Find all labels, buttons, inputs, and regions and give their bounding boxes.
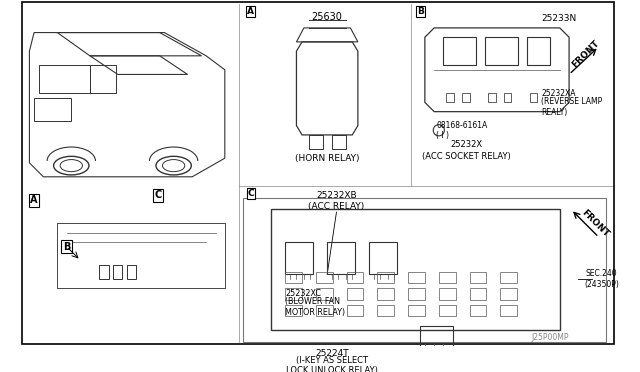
Bar (470, 305, 486, 316)
Bar (316, 272, 333, 283)
Text: C: C (248, 189, 254, 198)
Bar (420, 326, 452, 349)
Bar (500, 305, 517, 316)
Bar (439, 272, 456, 283)
Bar (285, 305, 302, 316)
Text: 08168-6161A
( I ): 08168-6161A ( I ) (436, 121, 487, 140)
Text: (HORN RELAY): (HORN RELAY) (295, 154, 360, 163)
Bar (316, 288, 333, 299)
Text: 25233N: 25233N (541, 14, 577, 23)
Text: FRONT: FRONT (570, 39, 601, 70)
Text: (BLOWER FAN
MOTOR RELAY): (BLOWER FAN MOTOR RELAY) (285, 297, 346, 317)
Text: B: B (63, 241, 70, 251)
Text: A: A (248, 7, 254, 16)
Text: J25P00MP: J25P00MP (532, 333, 569, 342)
Text: 25232XA: 25232XA (541, 89, 575, 97)
Bar (470, 272, 486, 283)
Bar (285, 272, 302, 283)
Bar (271, 209, 560, 330)
Bar (285, 242, 313, 275)
Text: (ACC SOCKET RELAY): (ACC SOCKET RELAY) (422, 152, 511, 161)
Text: A: A (30, 195, 38, 205)
Bar (444, 37, 476, 65)
Text: 25630: 25630 (312, 12, 342, 22)
Text: (I-KEY AS SELECT
LOCK UNLOCK RELAY): (I-KEY AS SELECT LOCK UNLOCK RELAY) (286, 356, 378, 372)
Bar (99, 265, 109, 279)
Text: 25224T: 25224T (315, 349, 349, 358)
Text: SEC.240
(24350P): SEC.240 (24350P) (584, 269, 619, 289)
Bar (378, 272, 394, 283)
Bar (332, 135, 346, 149)
Bar (408, 288, 425, 299)
Bar (500, 272, 517, 283)
Bar (439, 305, 456, 316)
Bar (378, 288, 394, 299)
Bar (488, 93, 495, 102)
Bar (285, 288, 302, 299)
Bar (485, 37, 518, 65)
Text: 25232XB: 25232XB (316, 191, 356, 200)
Bar (347, 288, 364, 299)
Bar (527, 37, 550, 65)
Bar (308, 135, 323, 149)
Bar (470, 288, 486, 299)
Text: C: C (154, 190, 161, 201)
Text: (REVERSE LAMP
REALY): (REVERSE LAMP REALY) (541, 97, 602, 117)
Bar (378, 305, 394, 316)
Bar (462, 93, 470, 102)
Bar (127, 265, 136, 279)
Bar (408, 305, 425, 316)
Text: B: B (417, 7, 424, 16)
Bar (504, 93, 511, 102)
Text: 25232X: 25232X (451, 140, 483, 149)
Bar (446, 93, 454, 102)
Bar (347, 272, 364, 283)
Bar (113, 265, 122, 279)
Bar (530, 93, 538, 102)
Text: 25232XC: 25232XC (285, 289, 321, 298)
Bar (408, 272, 425, 283)
Bar (316, 305, 333, 316)
Bar (327, 242, 355, 275)
Bar (500, 288, 517, 299)
Bar (369, 242, 397, 275)
Text: (ACC RELAY): (ACC RELAY) (308, 202, 365, 211)
Bar (347, 305, 364, 316)
Bar (439, 288, 456, 299)
Text: FRONT: FRONT (580, 208, 611, 239)
Bar (243, 198, 606, 342)
